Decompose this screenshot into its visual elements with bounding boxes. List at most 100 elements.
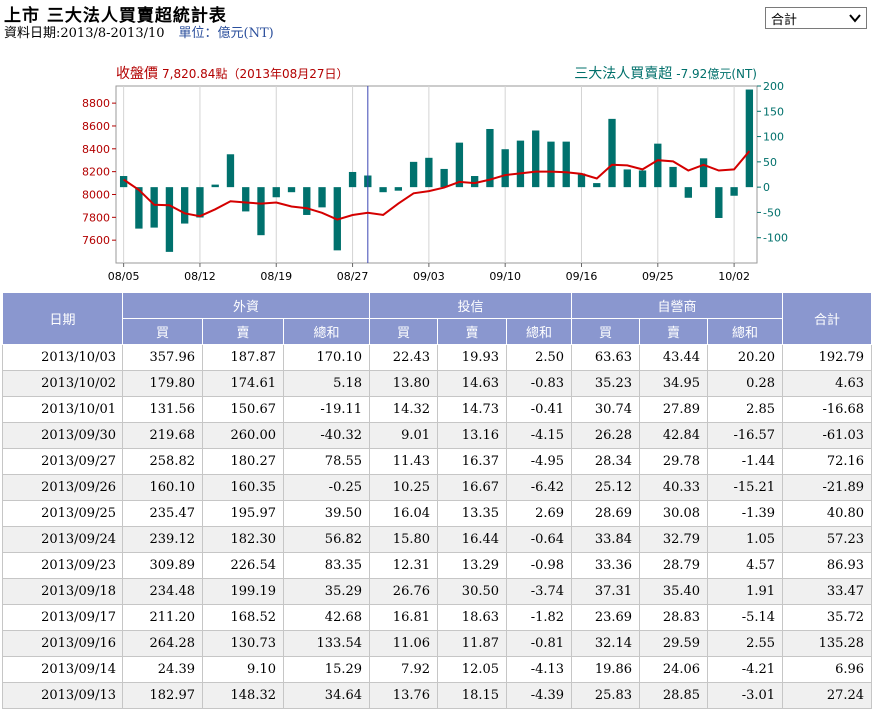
table-cell: 150.67 (202, 396, 284, 423)
unit-label: 單位：億元(NT) (178, 26, 274, 41)
table-cell: 2.50 (506, 344, 573, 371)
table-cell: 12.05 (437, 656, 508, 683)
plot-area (115, 85, 758, 264)
table-cell: 16.81 (369, 604, 439, 631)
right-tick-label: -50 (763, 206, 781, 219)
table-cell-date: 2013/09/30 (2, 422, 123, 449)
net-bar (684, 187, 692, 198)
table-row: 2013/09/23 309.89 226.54 83.35 12.31 13.29 -0.… (2, 552, 873, 579)
table-cell: 19.93 (437, 344, 508, 371)
table-cell: 25.12 (571, 474, 641, 501)
net-bar (119, 176, 128, 188)
table-cell: 15.80 (369, 526, 439, 553)
net-bar (409, 161, 418, 188)
table-cell: 28.79 (639, 552, 709, 579)
header-date: 日期 (2, 292, 123, 345)
header-foreign-sell: 賣 (202, 318, 284, 345)
table-cell: 18.63 (437, 604, 508, 631)
table-cell: 187.87 (202, 344, 284, 371)
x-tick-label: 08/12 (184, 270, 216, 283)
header-foreign: 外資 (121, 292, 371, 319)
table-cell: -4.21 (707, 656, 784, 683)
table-cell: 14.32 (369, 396, 439, 423)
net-bar (287, 187, 296, 193)
table-cell: 28.69 (571, 500, 641, 527)
table-cell: 13.16 (437, 422, 508, 449)
net-bar (425, 157, 433, 188)
category-select[interactable]: 合計 (765, 7, 867, 29)
table-cell: 211.20 (122, 604, 203, 631)
table-cell: 16.44 (437, 526, 508, 553)
net-bar (257, 187, 265, 236)
table-row: 2013/09/24 239.12 182.30 56.82 15.80 16.44 -0.… (2, 526, 873, 553)
x-tick-label: 08/05 (108, 270, 140, 283)
table-cell: 226.54 (202, 552, 284, 579)
right-tick-label: 100 (763, 131, 784, 144)
right-tick-label: 0 (763, 181, 770, 194)
table-row: 2013/10/02 179.80 174.61 5.18 13.80 14.63 -0.8… (2, 370, 873, 397)
table-cell: 86.93 (782, 552, 873, 579)
table-cell: 39.50 (282, 500, 371, 527)
net-bar (638, 170, 647, 188)
header-dealer-buy: 買 (571, 318, 641, 345)
table-cell: 35.29 (282, 578, 371, 605)
table-cell-date: 2013/09/25 (2, 500, 123, 527)
table-cell: 40.80 (782, 500, 873, 527)
category-select-value: 合計 (771, 12, 798, 28)
table-cell: 2.69 (506, 500, 573, 527)
table-cell: 9.01 (369, 422, 439, 449)
table-row: 2013/10/03 357.96 187.87 170.10 22.43 19.93 2.… (2, 344, 873, 371)
table-cell: -1.39 (707, 500, 784, 527)
table-cell: 20.20 (707, 344, 784, 371)
left-tick-label: 7800 (82, 211, 110, 224)
table-cell: 357.96 (122, 344, 203, 371)
table-cell: 40.33 (639, 474, 709, 501)
header-dealer-net: 總和 (707, 318, 784, 345)
table-cell: 16.67 (437, 474, 508, 501)
data-table: 日期 外資 投信 自營商 合計 買 賣 總和 買 賣 總和 買 賣 總和 201… (2, 292, 873, 709)
table-cell: -4.13 (506, 656, 573, 683)
net-bar (394, 187, 403, 191)
table-cell: 30.08 (639, 500, 709, 527)
left-axis-header: 收盤價 7,820.84點（2013年08月27日） (116, 65, 349, 82)
left-tick-label: 8800 (82, 97, 110, 110)
table-cell: -0.81 (506, 630, 573, 657)
table-cell: 63.63 (571, 344, 641, 371)
right-tick-label: 200 (763, 80, 784, 93)
table-row: 2013/09/13 182.97 148.32 34.64 13.76 18.15 -4.… (2, 682, 873, 709)
table-cell: 33.47 (782, 578, 873, 605)
table-cell: 13.80 (369, 370, 439, 397)
table-cell: 4.57 (707, 552, 784, 579)
table-cell: 35.72 (782, 604, 873, 631)
table-cell: 168.52 (202, 604, 284, 631)
header-total: 合計 (782, 292, 873, 345)
subtitle: 資料日期:2013/8-2013/10 單位：億元(NT) (4, 22, 274, 41)
table-cell: 29.78 (639, 448, 709, 475)
table-cell: -61.03 (782, 422, 873, 449)
table-cell: 5.18 (282, 370, 371, 397)
date-range: 資料日期:2013/8-2013/10 (4, 26, 165, 41)
table-cell: 18.15 (437, 682, 508, 709)
table-row: 2013/09/14 24.39 9.10 15.29 7.92 12.05 -4.13 19… (2, 656, 873, 683)
table-cell: 19.86 (571, 656, 641, 683)
table-cell: -3.01 (707, 682, 784, 709)
table-cell: 35.40 (639, 578, 709, 605)
table-cell: 192.79 (782, 344, 873, 371)
table-cell: 260.00 (202, 422, 284, 449)
table-cell: 2.85 (707, 396, 784, 423)
left-tick-label: 7600 (82, 234, 110, 247)
table-row: 2013/09/16 264.28 130.73 133.54 11.06 11.87 -0… (2, 630, 873, 657)
header-trust-sell: 賣 (437, 318, 508, 345)
table-cell: -15.21 (707, 474, 784, 501)
table-cell: 11.87 (437, 630, 508, 657)
x-tick-label: 09/03 (413, 270, 445, 283)
net-bar (547, 141, 555, 188)
table-cell: 2.55 (707, 630, 784, 657)
close-price-line (123, 150, 751, 221)
table-cell: -19.11 (282, 396, 371, 423)
right-tick-label: 150 (763, 105, 784, 118)
table-cell: 130.73 (202, 630, 284, 657)
right-tick-label: 50 (763, 156, 777, 169)
table-cell: 25.83 (571, 682, 641, 709)
net-bar (486, 128, 494, 188)
